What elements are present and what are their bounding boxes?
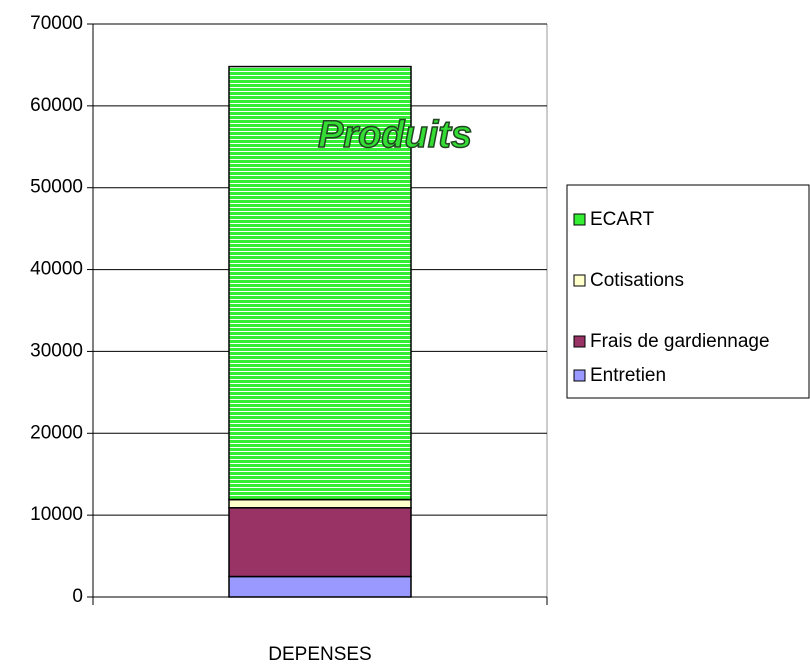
y-tick-label: 20000	[30, 422, 83, 443]
legend-swatch	[573, 335, 586, 348]
legend-swatch	[573, 369, 586, 382]
y-tick-label: 30000	[30, 340, 83, 361]
y-tick-label: 60000	[30, 95, 83, 116]
bar-segment	[228, 498, 412, 509]
y-tick-label: 0	[72, 586, 83, 607]
annotation: Produits	[318, 114, 472, 156]
y-tick-label: 70000	[30, 13, 83, 34]
bar-segment	[228, 507, 412, 578]
legend-label: Frais de gardiennage	[590, 331, 770, 352]
legend-swatch	[573, 274, 586, 287]
legend-label: Cotisations	[590, 270, 684, 291]
y-tick-label: 10000	[30, 504, 83, 525]
legend-swatch	[573, 213, 586, 226]
y-tick-label: 50000	[30, 177, 83, 198]
legend-label: ECART	[590, 209, 654, 230]
y-tick-label: 40000	[30, 259, 83, 280]
legend-label: Entretien	[590, 365, 666, 386]
bar-segment	[228, 575, 412, 598]
legend-box	[566, 184, 810, 399]
x-tick-label: DEPENSES	[268, 644, 371, 665]
bar-segment	[228, 65, 412, 501]
